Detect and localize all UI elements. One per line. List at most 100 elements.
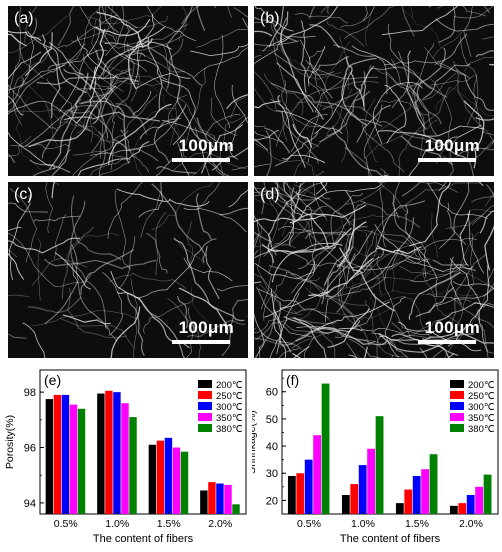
fiber-strand xyxy=(69,110,159,162)
fiber-strand xyxy=(435,80,460,111)
fiber-strand xyxy=(421,331,494,344)
fiber-strand xyxy=(372,82,423,144)
fiber-strand xyxy=(357,233,378,272)
fiber-strand xyxy=(314,170,325,176)
panel-label: (e) xyxy=(44,372,61,388)
fiber-network xyxy=(8,182,248,358)
fiber-strand xyxy=(382,296,431,346)
fiber-strand xyxy=(183,207,247,233)
fiber-strand xyxy=(8,334,28,339)
fiber-strand xyxy=(404,205,429,263)
fiber-strand xyxy=(8,30,44,79)
bar-1.5%-200℃ xyxy=(395,503,404,514)
y-tick-label: 30 xyxy=(266,468,278,480)
fiber-strand xyxy=(346,342,358,358)
fiber-strand xyxy=(444,326,467,358)
fiber-strand xyxy=(105,6,125,56)
fiber-strand xyxy=(383,33,468,66)
fiber-strand xyxy=(37,238,41,301)
fiber-strand xyxy=(363,119,438,160)
fiber-strand xyxy=(99,6,147,72)
fiber-strand xyxy=(45,182,54,234)
fiber-strand xyxy=(291,265,317,294)
fiber-strand xyxy=(47,49,108,70)
fiber-strand xyxy=(291,333,330,349)
fiber-strand xyxy=(486,351,494,354)
fiber-strand xyxy=(337,208,390,257)
fiber-strand xyxy=(273,52,335,76)
fiber-strand xyxy=(483,6,490,14)
fiber-strand xyxy=(97,131,106,176)
fiber-strand xyxy=(428,6,431,8)
fiber-strand xyxy=(374,224,474,273)
fiber-strand xyxy=(308,257,374,297)
fiber-strand xyxy=(464,56,494,72)
bar-1.0%-200℃ xyxy=(97,393,105,514)
bar-1.5%-350℃ xyxy=(172,447,181,514)
fiber-strand xyxy=(88,6,163,24)
fiber-strand xyxy=(345,56,365,107)
fiber-strand xyxy=(8,33,27,47)
fiber-strand xyxy=(284,182,350,226)
fiber-strand xyxy=(377,245,422,254)
fiber-strand xyxy=(89,158,125,176)
fiber-strand xyxy=(72,151,131,161)
fiber-strand xyxy=(294,88,353,176)
fiber-strand xyxy=(283,321,336,358)
fiber-strand xyxy=(8,232,92,288)
fiber-strand xyxy=(312,182,328,221)
fiber-strand xyxy=(104,6,118,42)
fiber-strand xyxy=(91,81,137,119)
fiber-strand xyxy=(8,237,81,254)
fiber-strand xyxy=(365,299,407,358)
fiber-strand xyxy=(76,66,130,134)
fiber-strand xyxy=(305,59,379,80)
bar-2.0%-350℃ xyxy=(475,486,484,514)
fiber-strand xyxy=(454,233,474,329)
fiber-strand xyxy=(130,278,138,358)
fiber-strand xyxy=(8,73,46,113)
fiber-strand xyxy=(165,38,184,92)
fiber-strand xyxy=(228,189,248,208)
fiber-strand xyxy=(261,227,352,253)
fiber-strand xyxy=(8,131,55,170)
fiber-strand xyxy=(370,66,448,98)
fiber-strand xyxy=(221,298,248,357)
fiber-strand xyxy=(78,75,131,104)
fiber-strand xyxy=(43,258,157,270)
fiber-strand xyxy=(9,188,38,263)
x-tick-label: 0.5% xyxy=(54,518,78,530)
fiber-strand xyxy=(391,251,405,292)
fiber-strand xyxy=(29,159,71,173)
bar-1.5%-300℃ xyxy=(412,475,421,514)
bar-2.0%-300℃ xyxy=(466,494,475,514)
fiber-strand xyxy=(116,188,210,207)
fiber-strand xyxy=(422,63,471,100)
fiber-strand xyxy=(195,193,212,240)
fiber-strand xyxy=(214,35,230,129)
fiber-strand xyxy=(210,97,238,136)
fiber-strand xyxy=(391,59,437,136)
fiber-strand xyxy=(379,187,387,248)
fiber-strand xyxy=(8,100,91,132)
sem-texture xyxy=(8,6,248,176)
fiber-strand xyxy=(378,99,430,116)
fiber-strand xyxy=(356,247,421,276)
y-tick-label: 40 xyxy=(266,441,278,453)
fiber-strand xyxy=(262,35,316,52)
fiber-strand xyxy=(295,327,388,346)
fiber-strand xyxy=(257,48,326,77)
fiber-strand xyxy=(167,297,202,358)
scale-text: 100μm xyxy=(178,318,234,337)
fiber-strand xyxy=(311,55,350,73)
fiber-strand xyxy=(371,332,475,345)
fiber-strand xyxy=(311,248,401,298)
fiber-strand xyxy=(392,182,400,219)
fiber-strand xyxy=(379,182,409,213)
fiber-strand xyxy=(401,182,421,197)
fiber-strand xyxy=(232,166,248,171)
legend-swatch xyxy=(450,380,464,388)
fiber-strand xyxy=(290,114,328,152)
fiber-network xyxy=(254,182,494,358)
fiber-strand xyxy=(282,308,339,336)
